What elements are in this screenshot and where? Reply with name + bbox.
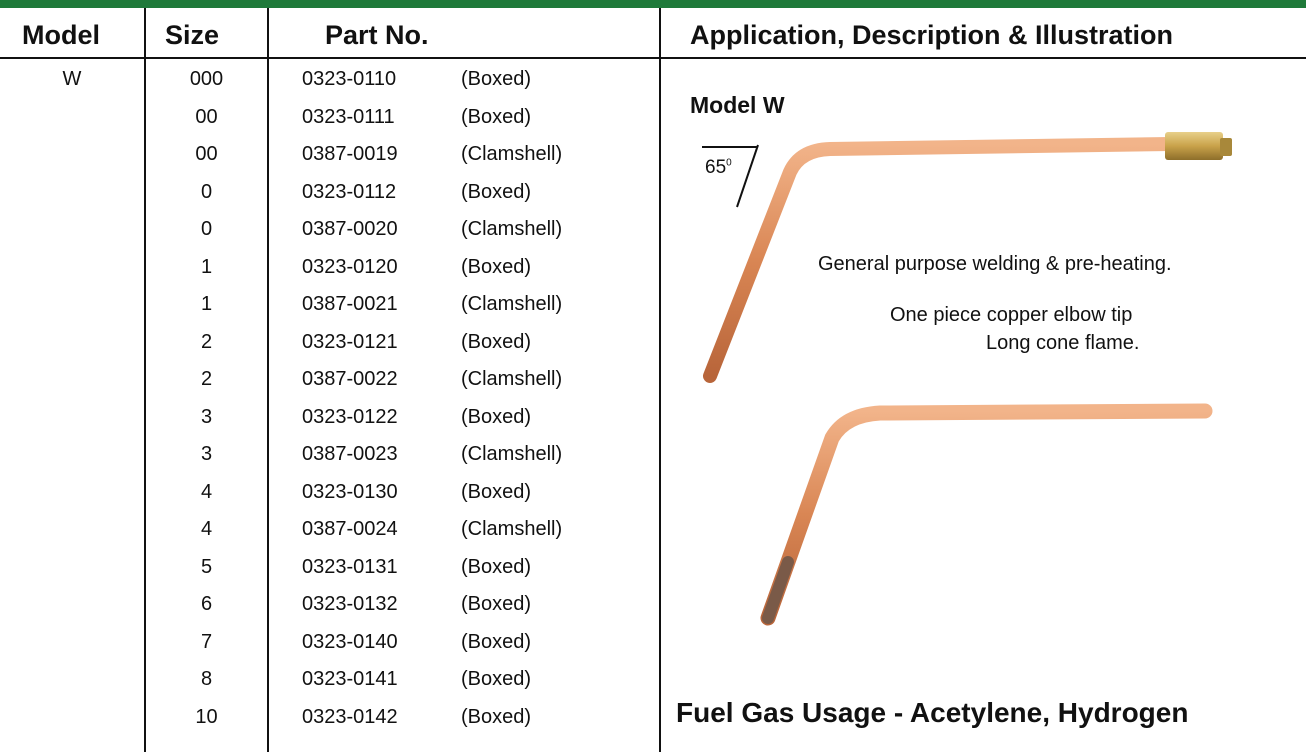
part-no: 0323-0111	[302, 106, 395, 129]
detail: One piece copper elbow tip	[890, 304, 1132, 327]
part-no: 0323-0110	[302, 68, 396, 91]
illustration	[660, 60, 1306, 752]
model-title: Model W	[690, 92, 785, 119]
size: 0	[146, 218, 267, 241]
size: 0	[146, 181, 267, 204]
column-header: Model	[22, 20, 100, 51]
part-no: 0323-0121	[302, 331, 398, 354]
size: 10	[146, 706, 267, 729]
package: (Clamshell)	[461, 143, 562, 166]
size: 1	[146, 293, 267, 316]
size: 00	[146, 106, 267, 129]
part-no: 0323-0141	[302, 668, 398, 691]
package: (Boxed)	[461, 556, 531, 579]
package: (Boxed)	[461, 593, 531, 616]
package: (Boxed)	[461, 256, 531, 279]
part-no: 0323-0142	[302, 706, 398, 729]
angle-label: 650	[705, 157, 732, 179]
angle-mark	[737, 145, 758, 207]
column-rule	[267, 8, 269, 752]
package: (Clamshell)	[461, 218, 562, 241]
part-no: 0323-0122	[302, 406, 398, 429]
model: W	[0, 68, 144, 91]
size: 5	[146, 556, 267, 579]
purpose: General purpose welding & pre-heating.	[818, 253, 1172, 276]
size: 3	[146, 406, 267, 429]
part-no: 0323-0130	[302, 481, 398, 504]
package: (Clamshell)	[461, 293, 562, 316]
part-no: 0387-0021	[302, 293, 398, 316]
tip-fitting	[1220, 138, 1232, 156]
detail: Long cone flame.	[986, 332, 1139, 355]
size: 2	[146, 331, 267, 354]
package: (Clamshell)	[461, 368, 562, 391]
size: 8	[146, 668, 267, 691]
tip-fitting	[1165, 132, 1223, 160]
package: (Clamshell)	[461, 443, 562, 466]
size: 4	[146, 518, 267, 541]
part-no: 0387-0022	[302, 368, 398, 391]
header-rule	[0, 57, 1306, 59]
package: (Boxed)	[461, 631, 531, 654]
package: (Boxed)	[461, 106, 531, 129]
package: (Boxed)	[461, 68, 531, 91]
part-no: 0323-0140	[302, 631, 398, 654]
size: 000	[146, 68, 267, 91]
part-no: 0387-0019	[302, 143, 398, 166]
package: (Boxed)	[461, 706, 531, 729]
part-no: 0387-0024	[302, 518, 398, 541]
package: (Clamshell)	[461, 518, 562, 541]
package: (Boxed)	[461, 668, 531, 691]
top-bar	[0, 0, 1306, 8]
size: 6	[146, 593, 267, 616]
fuel-usage: Fuel Gas Usage - Acetylene, Hydrogen	[676, 697, 1188, 729]
column-header: Size	[165, 20, 219, 51]
size: 4	[146, 481, 267, 504]
part-no: 0387-0023	[302, 443, 398, 466]
part-no: 0323-0131	[302, 556, 398, 579]
size: 7	[146, 631, 267, 654]
size: 3	[146, 443, 267, 466]
part-no: 0387-0020	[302, 218, 398, 241]
size: 00	[146, 143, 267, 166]
part-no: 0323-0112	[302, 181, 396, 204]
size: 1	[146, 256, 267, 279]
angle-superscript: 0	[726, 158, 732, 169]
angle-value: 65	[705, 157, 726, 178]
part-no: 0323-0132	[302, 593, 398, 616]
column-header: Application, Description & Illustration	[690, 20, 1173, 51]
package: (Boxed)	[461, 481, 531, 504]
size: 2	[146, 368, 267, 391]
package: (Boxed)	[461, 181, 531, 204]
page: Model Size Part No. Application, Descrip…	[0, 0, 1306, 752]
tip-tube	[768, 411, 1205, 618]
column-header: Part No.	[325, 20, 429, 51]
part-no: 0323-0120	[302, 256, 398, 279]
package: (Boxed)	[461, 331, 531, 354]
package: (Boxed)	[461, 406, 531, 429]
